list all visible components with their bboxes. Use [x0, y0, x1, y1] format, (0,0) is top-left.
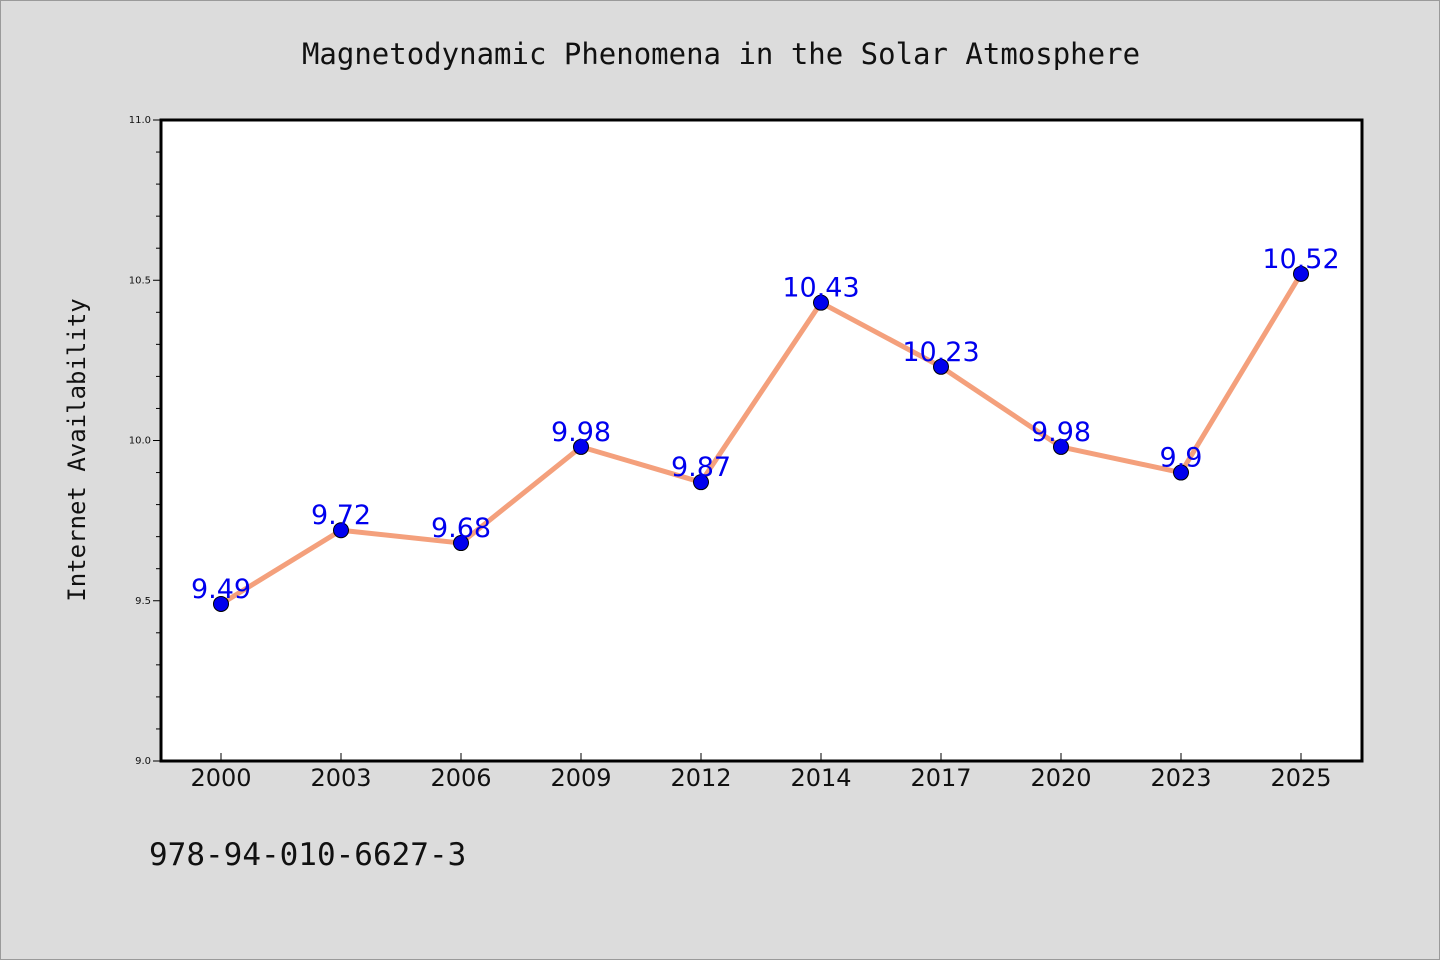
- y-tick-label: 10.5: [129, 275, 151, 286]
- data-label: 9.49: [191, 574, 251, 605]
- x-tick-label: 2025: [1270, 764, 1331, 792]
- data-point: [1293, 265, 1309, 282]
- chart-title: Magnetodynamic Phenomena in the Solar At…: [302, 37, 1140, 71]
- data-point: [213, 595, 229, 612]
- data-labels: 9.49 9.72 9.68 9.98 9.87 10.43 10.23 9.98 9.9 10.…: [191, 244, 1340, 605]
- data-label: 9.98: [1031, 417, 1091, 448]
- y-minor-ticks: [156, 151, 161, 730]
- x-ticks: 2000 2003 2006 2009 2012 2014 2017 2020 2023 2025: [190, 753, 1332, 792]
- data-label: 9.68: [431, 513, 491, 544]
- x-tick-label: 2003: [310, 764, 371, 792]
- data-point: [693, 474, 709, 491]
- data-label: 10.52: [1262, 244, 1339, 275]
- x-tick-label: 2014: [790, 764, 851, 792]
- y-tick-label: 11.0: [129, 115, 151, 126]
- data-point: [933, 358, 949, 375]
- data-label: 9.98: [551, 417, 611, 448]
- x-tick-label: 2023: [1150, 764, 1211, 792]
- y-tick-label: 9.0: [135, 756, 151, 767]
- y-axis-label: Internet Availability: [63, 298, 91, 601]
- x-tick-label: 2020: [1030, 764, 1091, 792]
- data-label: 10.43: [782, 273, 859, 304]
- data-label: 9.87: [671, 452, 731, 483]
- y-tick-label: 10.0: [129, 436, 151, 447]
- data-point: [573, 438, 589, 455]
- data-markers: [213, 265, 1309, 612]
- data-point: [1173, 464, 1189, 481]
- data-point: [1053, 438, 1069, 455]
- x-tick-label: 2017: [910, 764, 971, 792]
- data-point: [333, 522, 349, 539]
- y-major-ticks: 9.0 9.5 10.0 10.5 11.0: [129, 115, 161, 767]
- x-tick-label: 2012: [670, 764, 731, 792]
- x-tick-label: 2000: [190, 764, 251, 792]
- data-point: [453, 535, 469, 552]
- series-line-group: [218, 271, 1304, 607]
- x-tick-label: 2006: [430, 764, 491, 792]
- y-tick-label: 9.5: [135, 596, 151, 607]
- x-tick-label: 2009: [550, 764, 611, 792]
- data-point: [813, 294, 829, 311]
- series-line: [218, 271, 1304, 607]
- data-label: 9.72: [311, 500, 371, 531]
- plot-area: [159, 118, 1364, 763]
- isbn-label: 978-94-010-6627-3: [149, 837, 466, 873]
- data-label: 10.23: [902, 337, 979, 368]
- data-label: 9.9: [1160, 443, 1203, 474]
